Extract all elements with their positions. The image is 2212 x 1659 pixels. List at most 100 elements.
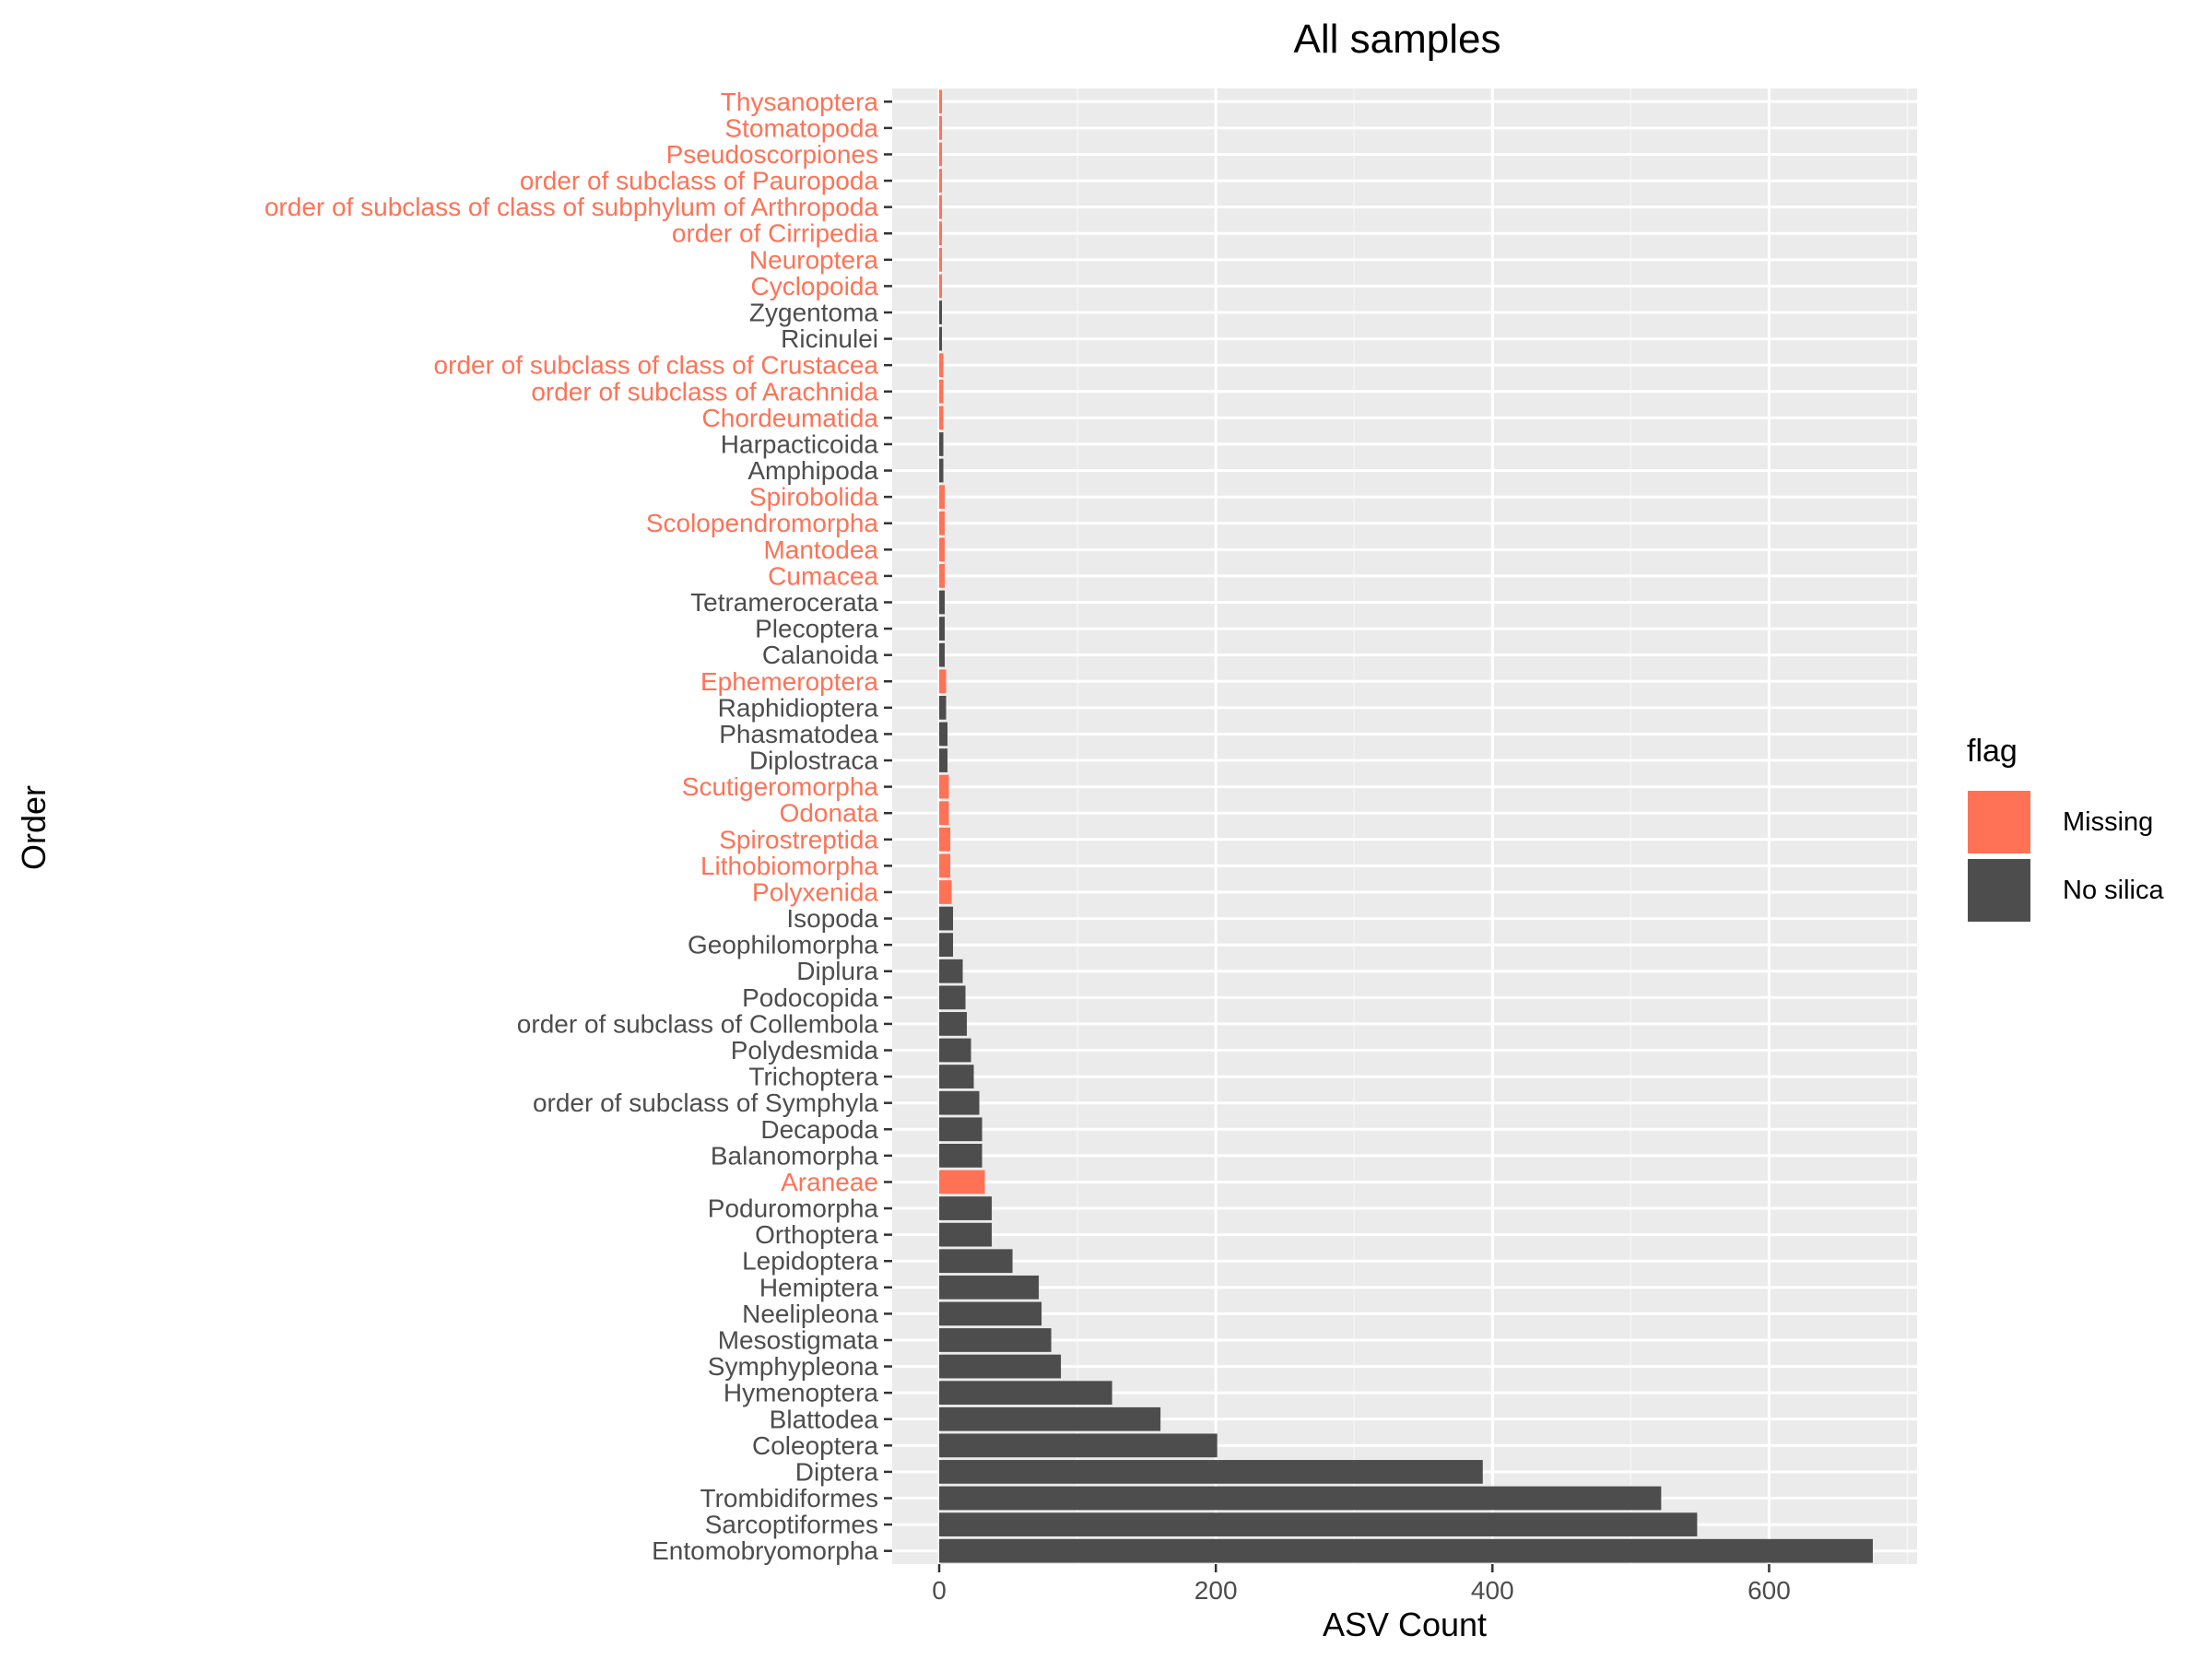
y-tick-label: Podocopida	[742, 983, 878, 1012]
bar-order-of-subclass-of-arachnida	[939, 379, 944, 404]
y-tick-label: Hymenoptera	[724, 1379, 879, 1407]
y-tick-label: Mantodea	[763, 535, 878, 564]
x-axis: 0 200 400 600	[932, 1564, 1791, 1605]
y-tick-label: Entomobryomorpha	[652, 1536, 878, 1565]
bar-mesostigmata	[939, 1328, 1052, 1352]
y-tick-label: Decapoda	[760, 1115, 878, 1144]
y-tick-label: Amphipoda	[747, 456, 878, 485]
y-tick-label: Polyxenida	[752, 877, 878, 906]
y-tick-label: Trichoptera	[748, 1063, 878, 1091]
y-tick-label: Hemiptera	[759, 1273, 879, 1301]
y-tick-label: order of subclass of Arachnida	[531, 377, 878, 406]
y-tick-label: Cyclopoida	[750, 272, 878, 300]
bar-tetramerocerata	[939, 590, 946, 615]
y-tick-label: Spirobolida	[749, 483, 879, 512]
bar-decapoda	[939, 1117, 982, 1142]
bar-zygentoma	[939, 300, 943, 324]
y-tick-label: Scolopendromorpha	[646, 509, 879, 537]
grid-minor-lines	[1077, 88, 1909, 1564]
y-tick-label: Thysanoptera	[721, 88, 879, 116]
y-tick-label: order of subclass of Symphyla	[533, 1088, 878, 1117]
bar-diplostraca	[939, 748, 948, 772]
y-tick-label: Diplostraca	[749, 747, 878, 775]
bar-diplura	[939, 959, 963, 983]
bar-scutigeromorpha	[939, 774, 949, 799]
y-tick-label: order of subclass of class of Crustacea	[434, 351, 879, 380]
legend: flag Missing No silica	[1966, 734, 2164, 924]
legend-label-no-silica: No silica	[2063, 876, 2164, 905]
bar-spirostreptida	[939, 827, 951, 852]
y-tick-label: order of subclass of Collembola	[517, 1009, 879, 1038]
bar-plecoptera	[939, 617, 946, 641]
bar-araneae	[939, 1170, 985, 1194]
bar-sarcoptiformes	[939, 1512, 1698, 1536]
y-tick-label: Ephemeroptera	[700, 667, 878, 696]
y-tick-label: Phasmatodea	[719, 720, 878, 748]
bar-order-of-subclass-of-collembola	[939, 1012, 968, 1036]
x-tick-label: 200	[1194, 1576, 1238, 1605]
legend-key-no-silica	[1966, 857, 2032, 924]
bar-odonata	[939, 801, 949, 826]
bar-ephemeroptera	[939, 669, 947, 694]
x-tick-label: 600	[1747, 1576, 1791, 1605]
bar-amphipoda	[939, 458, 944, 483]
bar-coleoptera	[939, 1433, 1218, 1458]
bar-trombidiformes	[939, 1486, 1662, 1511]
y-tick-label: Tetramerocerata	[690, 588, 878, 617]
bar-order-of-subclass-of-pauropoda	[939, 169, 943, 193]
y-tick-label: Coleoptera	[752, 1431, 878, 1460]
x-tick-label: 0	[932, 1576, 947, 1605]
bar-calanoida	[939, 642, 946, 667]
legend-label-missing: Missing	[2063, 807, 2153, 837]
bar-mantodea	[939, 537, 946, 562]
bar-order-of-cirripedia	[939, 221, 943, 246]
bar-hymenoptera	[939, 1381, 1112, 1406]
bars-group	[939, 89, 1873, 1563]
y-tick-label: Calanoida	[762, 641, 879, 669]
y-tick-label: order of Cirripedia	[672, 219, 879, 248]
bar-chordeumatida	[939, 406, 944, 430]
bar-phasmatodea	[939, 722, 948, 747]
y-tick-label: Plecoptera	[755, 615, 878, 643]
x-tick-label: 400	[1471, 1576, 1514, 1605]
bar-diptera	[939, 1460, 1483, 1484]
bar-pseudoscorpiones	[939, 142, 943, 167]
y-tick-label: Neelipleona	[742, 1300, 878, 1328]
y-tick-label: order of subclass of class of subphylum …	[265, 193, 879, 221]
y-axis: EntomobryomorphaSarcoptiformesTrombidifo…	[265, 88, 892, 1565]
y-tick-label: Odonata	[780, 799, 879, 828]
y-tick-label: Trombidiformes	[700, 1484, 878, 1512]
bar-neelipleona	[939, 1301, 1042, 1326]
bar-polyxenida	[939, 880, 952, 904]
y-tick-label: Poduromorpha	[708, 1194, 879, 1223]
y-tick-label: Stomatopoda	[724, 113, 878, 142]
y-tick-label: Polydesmida	[731, 1036, 879, 1065]
bar-isopoda	[939, 906, 954, 931]
bar-balanomorpha	[939, 1144, 982, 1168]
legend-key-missing	[1966, 789, 2032, 855]
bar-lepidoptera	[939, 1249, 1013, 1274]
y-tick-label: Pseudoscorpiones	[666, 140, 878, 169]
y-tick-label: Scutigeromorpha	[682, 772, 879, 801]
plot-panel	[892, 88, 1917, 1564]
bar-ricinulei	[939, 326, 943, 351]
bar-trichoptera	[939, 1065, 974, 1088]
bar-blattodea	[939, 1406, 1161, 1431]
bar-orthoptera	[939, 1222, 993, 1247]
bar-geophilomorpha	[939, 933, 954, 958]
y-tick-label: Isopoda	[786, 904, 878, 933]
y-tick-label: Neuroptera	[749, 245, 879, 274]
y-tick-label: Lepidoptera	[742, 1247, 878, 1276]
y-tick-label: Harpacticoida	[721, 429, 879, 458]
y-tick-label: Orthoptera	[755, 1220, 878, 1249]
legend-items: Missing No silica	[1966, 789, 2164, 924]
bar-scolopendromorpha	[939, 511, 946, 535]
bar-hemiptera	[939, 1275, 1040, 1300]
bar-order-of-subclass-of-class-of-crustacea	[939, 353, 944, 378]
y-tick-label: Spirostreptida	[719, 825, 878, 853]
y-tick-label: Lithobiomorpha	[700, 852, 878, 880]
bar-order-of-subclass-of-class-of-subphylum-of-arthropoda	[939, 194, 943, 219]
y-tick-label: Geophilomorpha	[688, 931, 878, 959]
bar-polydesmida	[939, 1038, 971, 1063]
